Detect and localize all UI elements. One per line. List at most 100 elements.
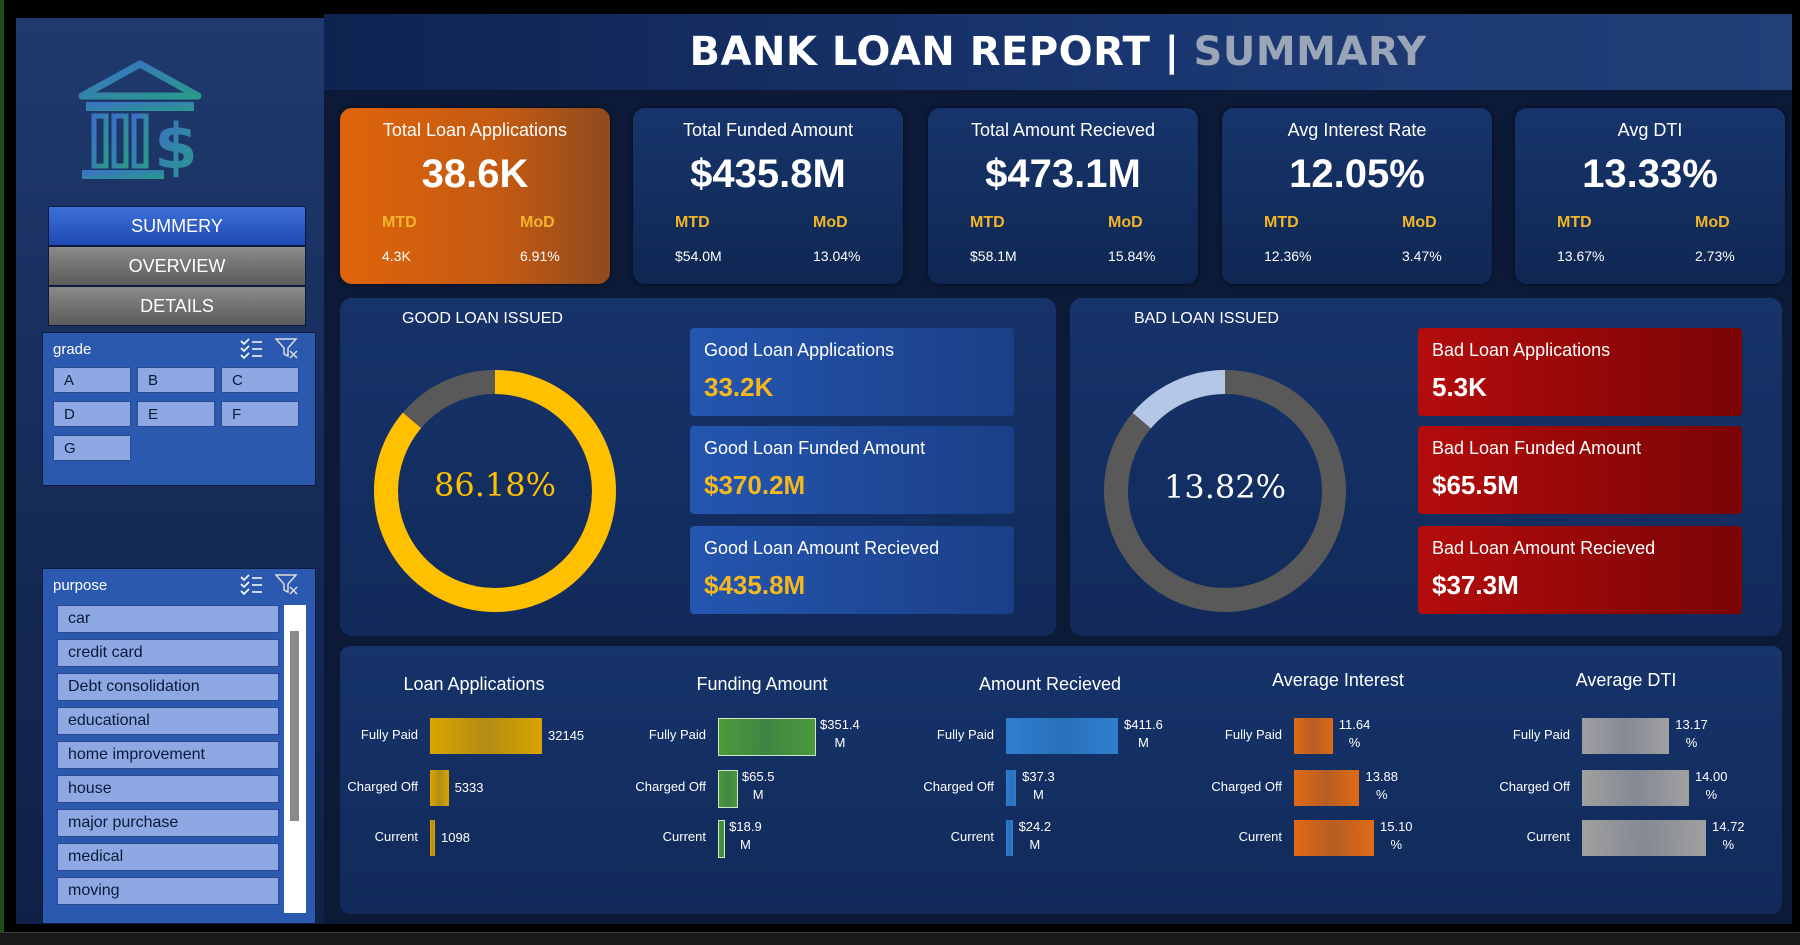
kpi-card-total-loan-applications: Total Loan Applications 38.6K MTD MoD 4.…: [340, 108, 610, 284]
svg-text:$: $: [154, 110, 197, 183]
kpi-mod-label: MoD: [1108, 214, 1143, 231]
kpi-card-avg-dti: Avg DTI 13.33% MTD MoD 13.67% 2.73%: [1515, 108, 1785, 284]
info-card-label: Bad Loan Amount Recieved: [1432, 538, 1656, 558]
chart-value-part: 13.17: [1675, 717, 1708, 732]
purpose-item[interactable]: car: [57, 605, 279, 633]
multi-select-icon[interactable]: [239, 337, 263, 359]
chart-value-part: 5333: [454, 780, 484, 795]
scrollbar-thumb[interactable]: [290, 631, 299, 821]
chart-value-part: M: [740, 837, 751, 852]
kpi-title: Avg DTI: [1617, 120, 1683, 140]
chart-value-part: $65.5: [741, 769, 775, 784]
purpose-item[interactable]: Debt consolidation: [57, 673, 279, 701]
purpose-item[interactable]: credit card: [57, 639, 279, 667]
clear-filter-icon[interactable]: [275, 573, 299, 595]
bad-loan-percent: 13.82%: [1163, 468, 1286, 506]
kpi-title: Total Loan Applications: [382, 120, 568, 140]
chart-value-label: $24.2 M: [1019, 818, 1052, 854]
purpose-item[interactable]: medical: [57, 843, 279, 871]
kpi-mod-value: 6.91%: [520, 248, 560, 264]
purpose-scrollbar[interactable]: [284, 605, 306, 913]
info-card-value: $65.5M: [1432, 470, 1519, 500]
kpi-mod-value: 13.04%: [813, 248, 861, 264]
chart-value-part: 1098: [441, 830, 470, 845]
chart-value-label: $37.3 M: [1022, 768, 1055, 804]
kpi-title: Total Amount Recieved: [970, 120, 1156, 140]
chart-value-part: $37.3: [1022, 769, 1055, 784]
kpi-title: Avg Interest Rate: [1287, 120, 1427, 140]
grade-item[interactable]: C: [221, 367, 299, 393]
bad-loan-applications-card: Bad Loan Applications 5.3K: [1418, 328, 1742, 416]
good-loan-received-card: Good Loan Amount Recieved $435.8M: [690, 526, 1014, 614]
chart-value-part: %: [1722, 837, 1735, 852]
bad-loan-title: BAD LOAN ISSUED: [1134, 310, 1279, 327]
info-card-value: 33.2K: [704, 372, 774, 402]
purpose-item[interactable]: educational: [57, 707, 279, 735]
info-card-value: 5.3K: [1432, 372, 1487, 402]
grade-item[interactable]: B: [137, 367, 215, 393]
chart-category-label: Fully Paid: [1224, 727, 1282, 742]
chart-category-label: Fully Paid: [1512, 727, 1570, 742]
chart-category-label: Current: [662, 829, 706, 844]
chart-value-part: $411.6: [1124, 717, 1163, 732]
chart-value-label: 5333: [455, 779, 484, 797]
chart-value-label: 14.00%: [1695, 768, 1728, 804]
chart-value-label: 11.64%: [1339, 716, 1371, 752]
chart-value-part: $24.2: [1018, 819, 1052, 834]
chart-value-part: 32145: [548, 728, 585, 743]
purpose-item[interactable]: major purchase: [57, 809, 279, 837]
clear-filter-icon[interactable]: [275, 337, 299, 359]
kpi-mtd-label: MTD: [1557, 214, 1592, 231]
sheet-bottom-strip: [0, 932, 1800, 945]
chart-bar: [430, 770, 449, 806]
chart-value-label: $351.4 M: [820, 716, 860, 752]
grade-item[interactable]: E: [137, 401, 215, 427]
chart-bar: [1582, 770, 1689, 806]
chart-bar: [1294, 718, 1333, 754]
info-card-value: $370.2M: [704, 470, 806, 500]
grade-item[interactable]: A: [53, 367, 131, 393]
chart-bar: [718, 770, 738, 808]
chart-value-part: M: [1032, 787, 1044, 802]
kpi-mtd-label: MTD: [1264, 214, 1299, 231]
grade-item[interactable]: F: [221, 401, 299, 427]
grade-item[interactable]: G: [53, 435, 131, 461]
chart-value-label: 13.17%: [1675, 716, 1708, 752]
grade-item[interactable]: D: [53, 401, 131, 427]
purpose-item[interactable]: home improvement: [57, 741, 279, 769]
kpi-mod-value: 3.47%: [1402, 248, 1442, 264]
kpi-card-total-amount-received: Total Amount Recieved $473.1M MTD MoD $5…: [928, 108, 1198, 284]
chart-bar: [1294, 820, 1374, 856]
chart-value-part: 11.64: [1338, 717, 1371, 732]
bank-dollar-icon: $: [78, 60, 202, 183]
info-card-label: Bad Loan Applications: [1432, 340, 1611, 360]
chart-title: Amount Recieved: [978, 674, 1122, 694]
chart-value-part: 14.00: [1694, 769, 1728, 784]
multi-select-icon[interactable]: [239, 573, 263, 595]
chart-category-label: Current: [1526, 829, 1570, 844]
purpose-item[interactable]: house: [57, 775, 279, 803]
kpi-title: Total Funded Amount: [682, 120, 854, 140]
chart-value-part: $351.4: [820, 717, 860, 732]
donut-fill: [1104, 370, 1346, 612]
info-card-label: Good Loan Applications: [704, 340, 895, 360]
good-loan-applications-card: Good Loan Applications 33.2K: [690, 328, 1014, 416]
title-bar: BANK LOAN REPORT | SUMMARY: [324, 14, 1792, 90]
chart-category-label: Charged Off: [923, 779, 994, 794]
kpi-mod-label: MoD: [813, 214, 848, 231]
info-card-label: Good Loan Amount Recieved: [704, 538, 940, 558]
nav-details-button[interactable]: DETAILS: [48, 286, 306, 326]
kpi-mtd-label: MTD: [675, 214, 710, 231]
bad-loan-donut: [1104, 370, 1346, 612]
purpose-item[interactable]: moving: [57, 877, 279, 905]
chart-bar: [430, 718, 542, 754]
page-subtitle: SUMMARY: [1193, 29, 1427, 75]
chart-value-label: 13.88%: [1365, 768, 1398, 804]
nav-overview-button[interactable]: OVERVIEW: [48, 246, 306, 286]
chart-value-part: %: [1375, 787, 1388, 802]
nav-summary-button[interactable]: SUMMERY: [48, 206, 306, 246]
purpose-slicer-title: purpose: [53, 577, 108, 594]
title-separator: |: [1164, 29, 1180, 75]
kpi-value: 12.05%: [1289, 152, 1425, 196]
